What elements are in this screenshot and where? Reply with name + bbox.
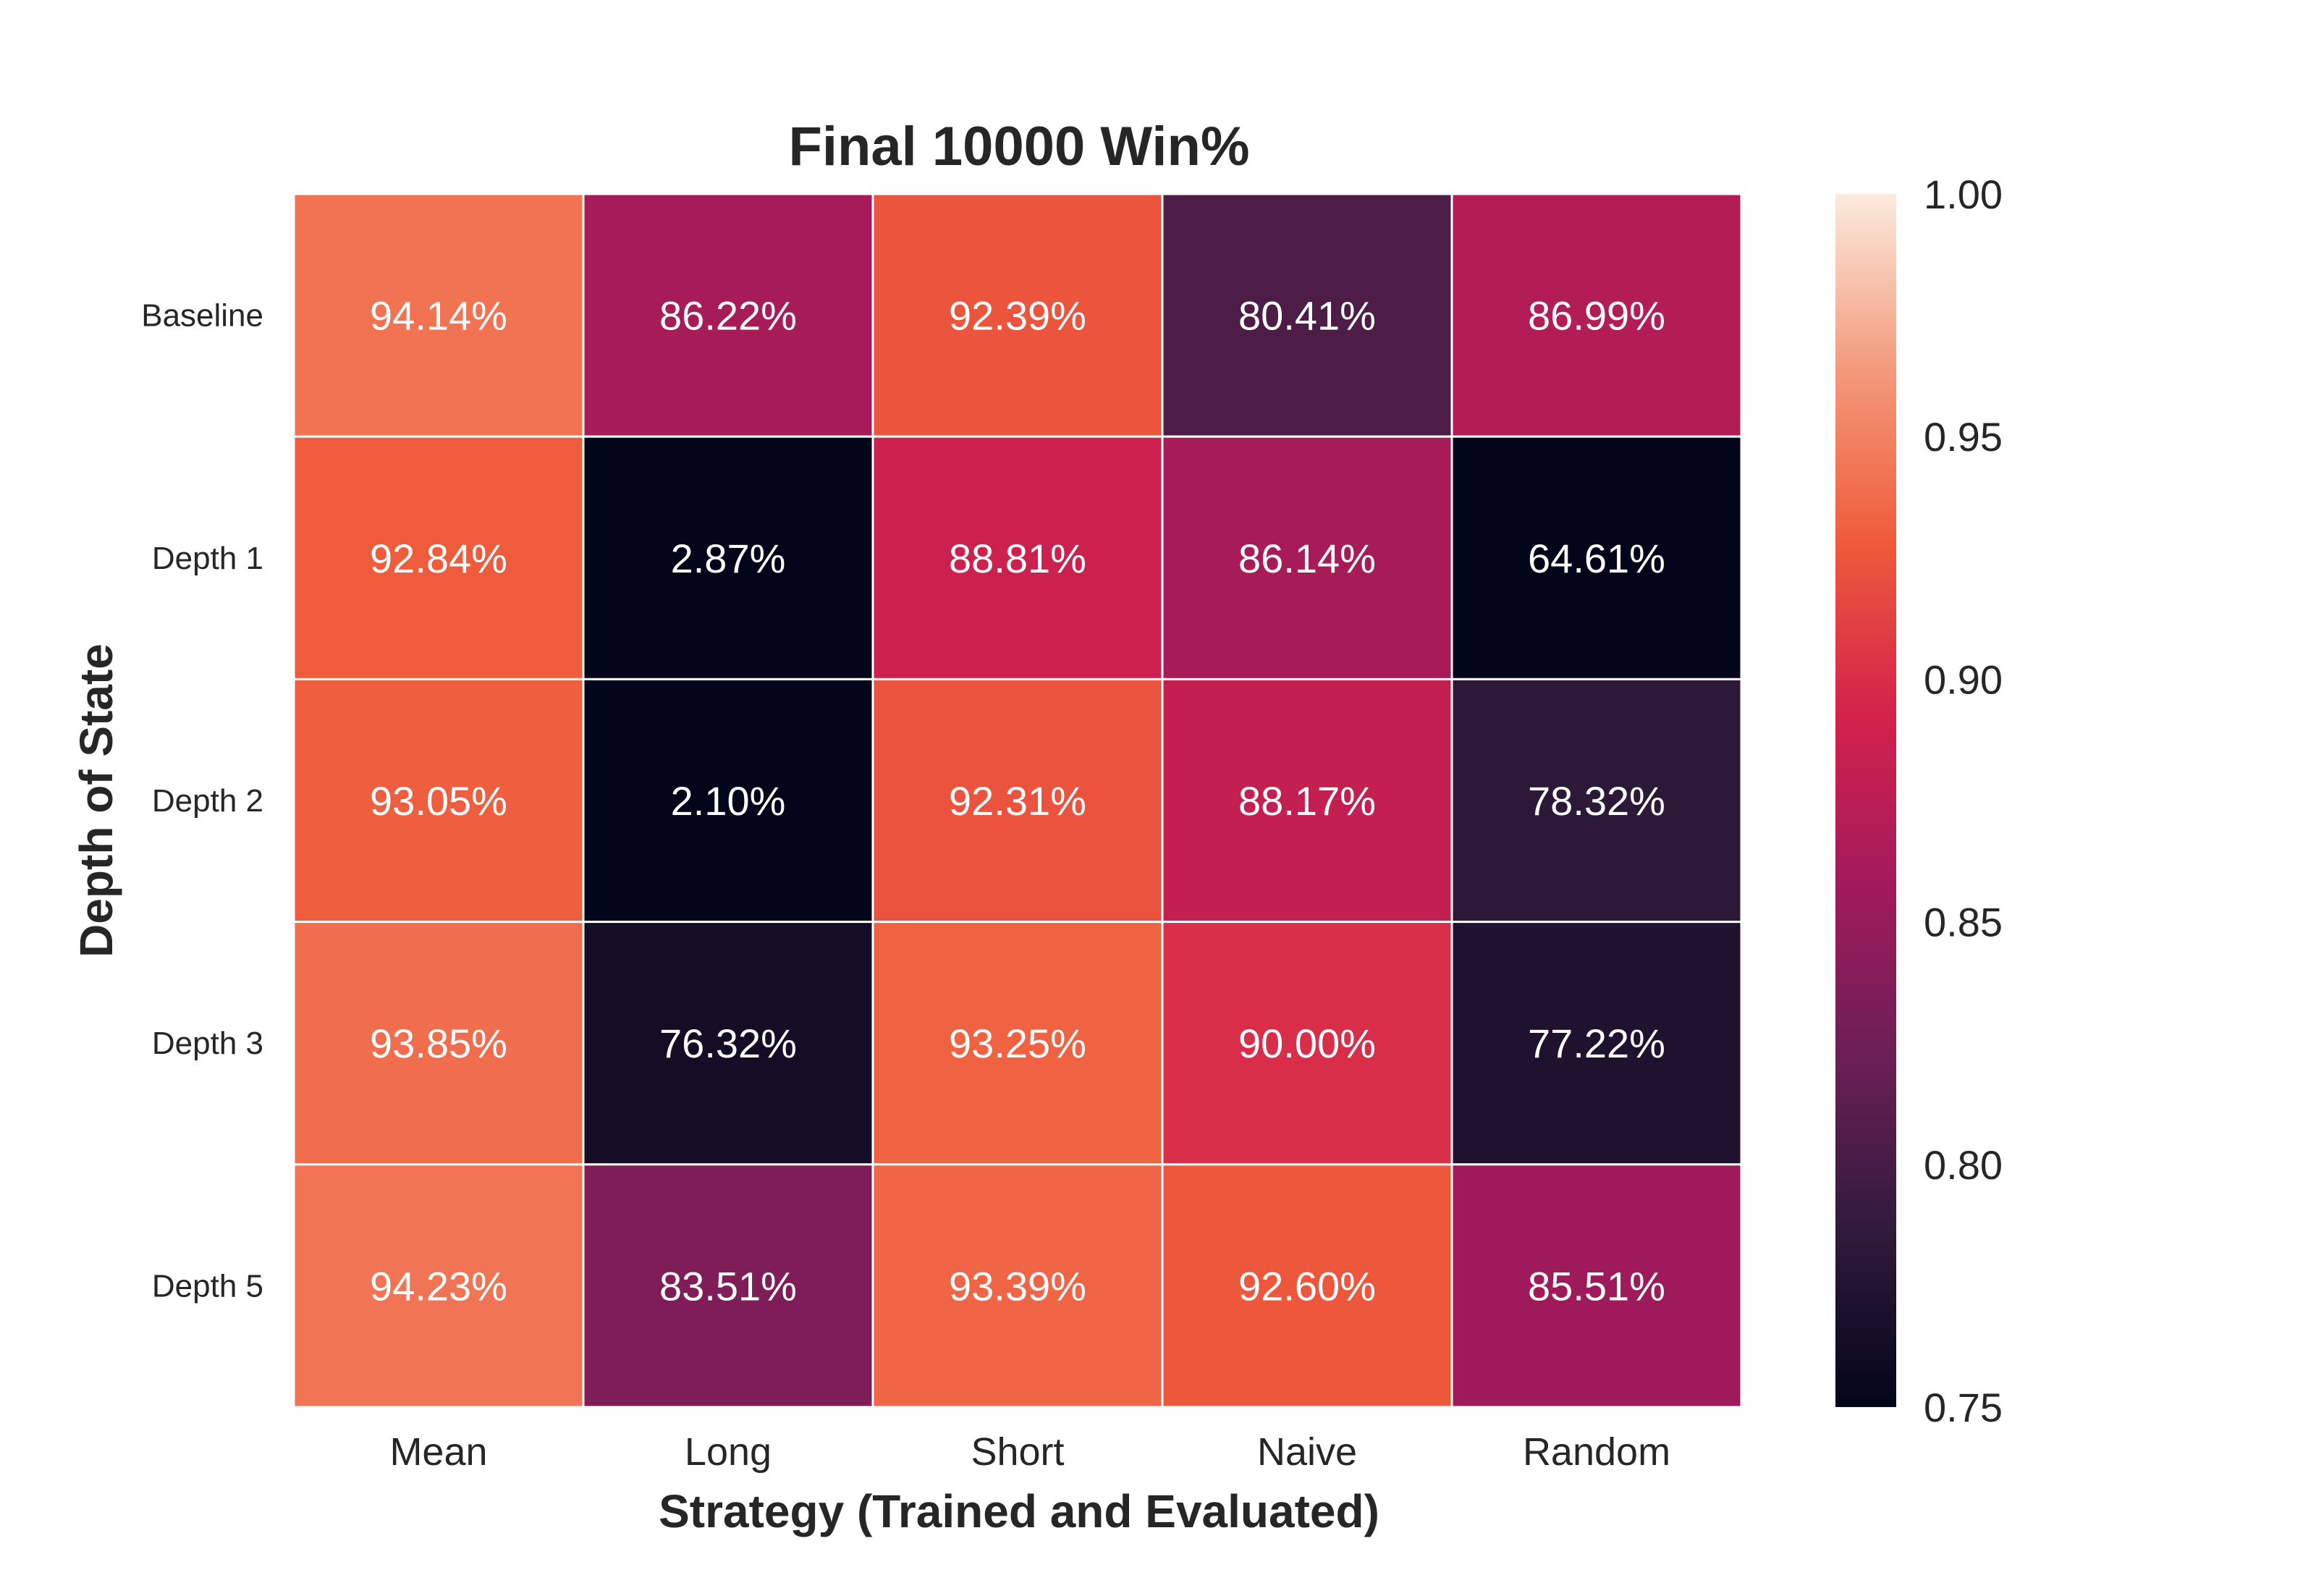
cell-value-label: 80.41%: [1238, 293, 1376, 339]
heatmap-cell: [582, 193, 874, 438]
cell-value-label: 93.85%: [370, 1021, 507, 1066]
x-tick-labels: Mean Long Short Naive Random: [389, 1430, 1670, 1474]
heatmap-cell: [871, 193, 1164, 438]
heatmap-cells: 94.14% 86.22% 92.39% 80.41% 86.99% 92.84% 2.87…: [292, 193, 1743, 1409]
colorbar-tick-label: 0.80: [1924, 1142, 2003, 1188]
colorbar-tick-label: 0.90: [1924, 656, 2003, 702]
x-tick-label: Naive: [1257, 1430, 1357, 1474]
heatmap-cell: [582, 677, 874, 924]
cell-value-label: 93.05%: [370, 778, 507, 824]
cell-value-label: 92.84%: [370, 536, 507, 581]
x-tick-label: Long: [685, 1430, 772, 1474]
colorbar-tick-label: 0.85: [1924, 900, 2003, 945]
cell-value-label: 76.32%: [659, 1021, 797, 1066]
cell-value-label: 92.60%: [1238, 1263, 1376, 1309]
heatmap-cell: [292, 435, 585, 680]
heatmap-cell: [1161, 921, 1453, 1166]
y-tick-label: Depth 1: [152, 541, 263, 576]
y-tick-label: Baseline: [141, 298, 263, 334]
heatmap-cell: [1450, 435, 1743, 680]
heatmap-cell: [871, 435, 1164, 680]
cell-value-label: 2.10%: [671, 778, 786, 824]
cell-value-label: 2.87%: [671, 536, 786, 581]
colorbar-tick-label: 0.75: [1924, 1385, 2003, 1430]
cell-value-label: 94.23%: [370, 1263, 507, 1309]
x-tick-label: Short: [971, 1430, 1064, 1474]
heatmap-cell: [1450, 921, 1743, 1166]
heatmap-cell: [292, 921, 585, 1166]
x-tick-label: Mean: [389, 1430, 487, 1474]
cell-value-label: 86.14%: [1238, 536, 1376, 581]
heatmap-cell: [582, 1163, 874, 1409]
colorbar: [1835, 194, 1896, 1407]
heatmap-cell: [1450, 193, 1743, 438]
cell-value-label: 88.17%: [1238, 778, 1376, 824]
cell-value-label: 83.51%: [659, 1263, 797, 1309]
y-tick-label: Depth 2: [152, 783, 263, 819]
cell-value-label: 85.51%: [1528, 1263, 1665, 1309]
y-axis-label: Depth of State: [70, 643, 122, 958]
y-tick-labels: Baseline Depth 1 Depth 2 Depth 3 Depth 5: [141, 298, 263, 1304]
cell-value-label: 90.00%: [1238, 1021, 1376, 1066]
heatmap-cell: [871, 1163, 1164, 1409]
cell-value-label: 86.99%: [1528, 293, 1665, 339]
heatmap-cell: [1450, 677, 1743, 924]
heatmap-cell: [1161, 193, 1453, 438]
colorbar-tick-labels: 1.00 0.95 0.90 0.85 0.80 0.75: [1924, 172, 2003, 1430]
heatmap-cell: [292, 1163, 585, 1409]
cell-value-label: 86.22%: [659, 293, 797, 339]
heatmap-cell: [871, 677, 1164, 924]
cell-value-label: 93.39%: [949, 1263, 1086, 1309]
cell-value-label: 92.31%: [949, 778, 1086, 824]
cell-value-label: 92.39%: [949, 293, 1086, 339]
cell-value-label: 64.61%: [1528, 536, 1665, 581]
x-tick-label: Random: [1523, 1430, 1670, 1474]
heatmap-cell: [1450, 1163, 1743, 1409]
colorbar-tick-label: 1.00: [1924, 172, 2003, 217]
cell-value-label: 77.22%: [1528, 1021, 1665, 1066]
cell-value-label: 93.25%: [949, 1021, 1086, 1066]
heatmap-cell: [582, 921, 874, 1166]
heatmap-cell: [1161, 677, 1453, 924]
cell-value-label: 94.14%: [370, 293, 507, 339]
x-axis-label: Strategy (Trained and Evaluated): [659, 1485, 1379, 1537]
colorbar-tick-label: 0.95: [1924, 414, 2003, 460]
heatmap-cell: [871, 921, 1164, 1166]
y-tick-label: Depth 5: [152, 1268, 263, 1304]
y-tick-label: Depth 3: [152, 1026, 263, 1061]
heatmap-cell: [292, 193, 585, 438]
chart-title: Final 10000 Win%: [788, 116, 1249, 177]
cell-value-label: 88.81%: [949, 536, 1086, 581]
cell-value-label: 78.32%: [1528, 778, 1665, 824]
